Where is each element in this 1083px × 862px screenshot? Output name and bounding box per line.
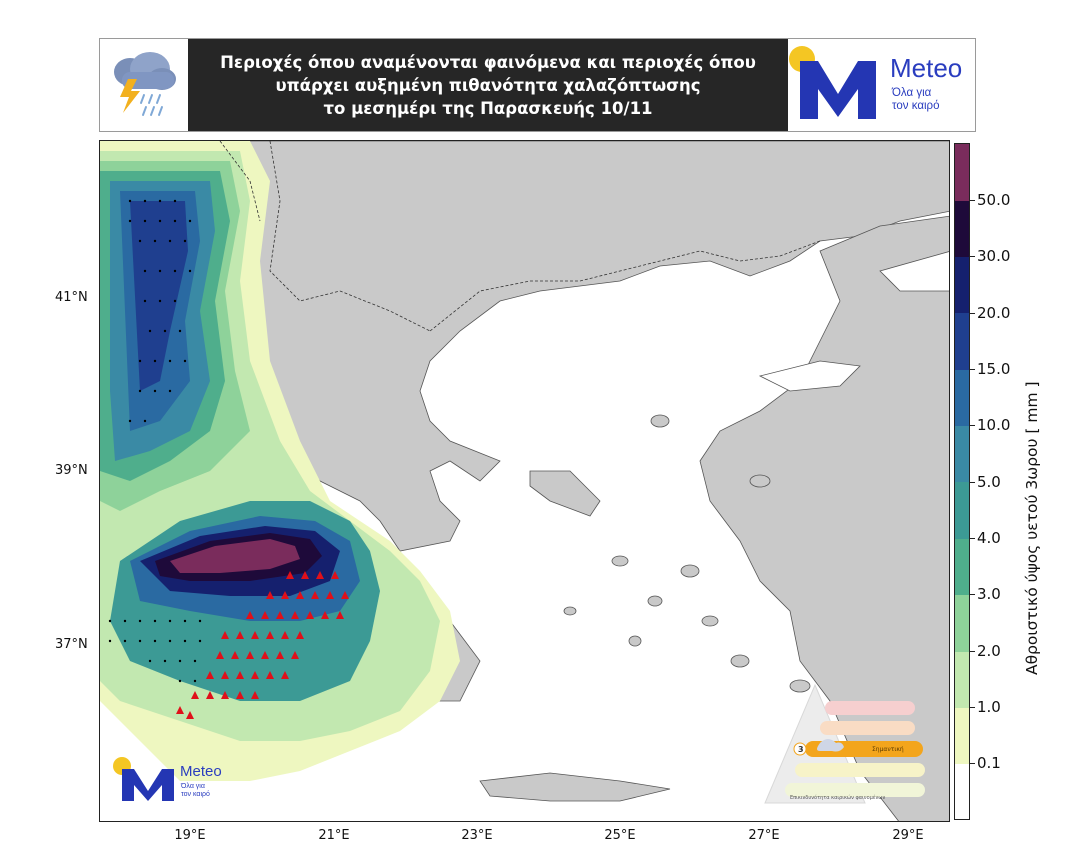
risk-scale-footer: Επικινδυνότητα καιρικών φαινομένων — [790, 795, 886, 801]
meteo-logo-name: Meteo — [890, 53, 963, 83]
colorbar-label-4: 4.0 — [977, 529, 1001, 547]
colorbar — [954, 143, 970, 820]
colorbar-seg-2-3 — [955, 595, 969, 652]
colorbar-label-20: 20.0 — [977, 304, 1011, 322]
meteo-logo-tagline-1: Όλα για — [892, 87, 932, 99]
hail-triangles — [176, 571, 349, 719]
colorbar-label-2: 2.0 — [977, 642, 1001, 660]
storm-cloud-icon — [100, 39, 188, 131]
colorbar-seg-50plus — [955, 144, 969, 201]
lon-tick-29: 29°E — [892, 828, 924, 843]
risk-level-active-label: Σημαντική — [872, 746, 904, 753]
colorbar-tick — [970, 482, 975, 483]
colorbar-tick — [970, 707, 975, 708]
colorbar-label-15: 15.0 — [977, 360, 1011, 378]
map-canvas — [100, 141, 949, 821]
title-line-1: Περιοχές όπου αναμένονται φαινόμενα και … — [220, 52, 756, 72]
colorbar-tick — [970, 538, 975, 539]
meteo-logo: Meteo Όλα για τον καιρό — [788, 39, 975, 131]
lon-tick-25: 25°E — [604, 828, 636, 843]
colorbar-seg-4-5 — [955, 482, 969, 539]
colorbar-seg-10-15 — [955, 370, 969, 426]
risk-scale-graphic: 3 Σημαντική Επικινδυνότητα καιρικών φαιν… — [760, 683, 950, 813]
meteo-logo-small-name: Meteo — [180, 763, 222, 780]
map-title: Περιοχές όπου αναμένονται φαινόμενα και … — [188, 39, 788, 131]
colorbar-label-10: 10.0 — [977, 416, 1011, 434]
colorbar-tick — [970, 651, 975, 652]
colorbar-tick — [970, 369, 975, 370]
lat-tick-39: 39°N — [55, 463, 88, 478]
colorbar-seg-15-20 — [955, 313, 969, 370]
colorbar-label-0.1: 0.1 — [977, 754, 1001, 772]
colorbar-seg-0.1-1 — [955, 708, 969, 764]
country-borders — [219, 141, 821, 332]
colorbar-tick — [970, 200, 975, 201]
colorbar-seg-0-0.1 — [955, 764, 969, 819]
colorbar-seg-1-2 — [955, 652, 969, 708]
colorbar-title: Αθροιστικό ύψος υετού 3ωρου [ mm ] — [1023, 381, 1041, 675]
meteo-logo-small: Meteo Όλα για τον καιρό — [112, 755, 252, 805]
map-header: Περιοχές όπου αναμένονται φαινόμενα και … — [99, 38, 976, 132]
colorbar-seg-5-10 — [955, 426, 969, 482]
lon-tick-21: 21°E — [318, 828, 350, 843]
colorbar-tick — [970, 763, 975, 764]
colorbar-tick — [970, 313, 975, 314]
lon-tick-19: 19°E — [174, 828, 206, 843]
lat-tick-37: 37°N — [55, 637, 88, 652]
colorbar-label-3: 3.0 — [977, 585, 1001, 603]
colorbar-label-30: 30.0 — [977, 247, 1011, 265]
rain-stipple — [108, 199, 202, 683]
colorbar-tick — [970, 425, 975, 426]
title-line-3: το μεσημέρι της Παρασκευής 10/11 — [323, 98, 653, 118]
colorbar-seg-30-50 — [955, 201, 969, 257]
meteo-logo-small-tagline-1: Όλα για — [181, 783, 205, 790]
colorbar-label-50: 50.0 — [977, 191, 1011, 209]
colorbar-label-1: 1.0 — [977, 698, 1001, 716]
lon-tick-23: 23°E — [461, 828, 493, 843]
title-line-2: υπάρχει αυξημένη πιθανότητα χαλαζόπτωσης — [275, 75, 701, 95]
lat-tick-41: 41°N — [55, 290, 88, 305]
colorbar-tick — [970, 256, 975, 257]
inland-seas — [758, 251, 949, 392]
risk-level-active: 3 — [798, 745, 804, 754]
meteo-logo-small-tagline-2: τον καιρό — [181, 791, 210, 798]
precipitation-field — [100, 141, 460, 781]
meteo-logo-tagline-2: τον καιρό — [892, 100, 940, 112]
precipitation-map — [99, 140, 950, 822]
colorbar-tick — [970, 594, 975, 595]
lon-tick-27: 27°E — [748, 828, 780, 843]
colorbar-label-5: 5.0 — [977, 473, 1001, 491]
colorbar-seg-20-30 — [955, 257, 969, 313]
colorbar-seg-3-4 — [955, 539, 969, 595]
